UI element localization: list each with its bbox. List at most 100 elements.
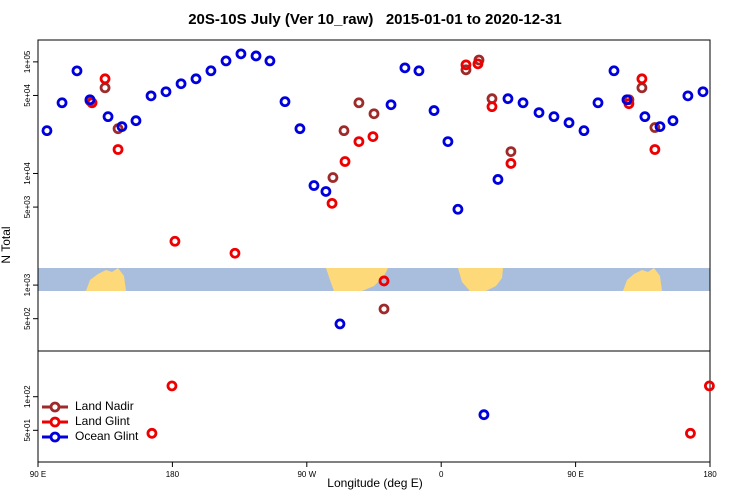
- x-tick-label: 90 E: [30, 470, 46, 479]
- point: [592, 97, 604, 109]
- y-tick-label: 5e+02: [23, 307, 32, 330]
- point: [368, 108, 380, 120]
- point: [399, 62, 411, 74]
- point: [169, 235, 181, 247]
- point: [99, 73, 111, 85]
- legend-label: Land Nadir: [75, 399, 134, 413]
- y-tick-label: 5e+04: [23, 84, 32, 107]
- point: [146, 427, 158, 439]
- point: [102, 111, 114, 123]
- point: [378, 303, 390, 315]
- point: [442, 136, 454, 148]
- legend-label: Ocean Glint: [75, 429, 139, 443]
- point: [478, 409, 490, 421]
- point: [533, 107, 545, 119]
- point: [682, 90, 694, 102]
- point: [56, 97, 68, 109]
- point: [160, 86, 172, 98]
- point: [353, 136, 365, 148]
- point: [71, 65, 83, 77]
- point: [578, 125, 590, 137]
- point: [112, 144, 124, 155]
- point: [452, 203, 464, 215]
- point: [460, 59, 472, 71]
- point: [492, 174, 504, 185]
- legend-marker: [49, 401, 61, 413]
- point: [428, 105, 440, 116]
- x-tick-label: 180: [166, 470, 180, 479]
- y-tick-label: 1e+04: [23, 162, 32, 185]
- point: [145, 90, 157, 102]
- x-tick-label: 90 E: [567, 470, 583, 479]
- point: [704, 380, 715, 392]
- point: [685, 427, 696, 439]
- point: [130, 115, 142, 127]
- point: [505, 158, 517, 169]
- y-tick-label: 5e+01: [23, 419, 32, 442]
- point: [472, 58, 484, 70]
- point: [654, 121, 666, 133]
- point: [326, 197, 338, 209]
- legend-marker: [49, 416, 61, 428]
- legend-marker: [49, 431, 61, 443]
- point: [608, 65, 620, 77]
- point: [667, 115, 679, 127]
- point: [378, 275, 390, 287]
- x-tick-label: 180: [703, 470, 717, 479]
- point: [460, 64, 472, 76]
- point: [205, 65, 217, 77]
- point: [320, 186, 332, 197]
- point: [649, 144, 661, 155]
- land: [623, 268, 662, 291]
- point: [327, 172, 339, 183]
- point: [84, 94, 96, 106]
- point: [502, 93, 514, 105]
- chart-title: 20S-10S July (Ver 10_raw) 2015-01-01 to …: [188, 11, 562, 28]
- plot-frame: [37, 39, 711, 463]
- point: [385, 99, 397, 111]
- y-tick-label: 5e+03: [23, 195, 32, 218]
- land: [458, 268, 503, 291]
- point: [41, 125, 53, 137]
- y-tick-label: 1e+02: [23, 385, 32, 408]
- point: [294, 123, 306, 135]
- point: [264, 55, 276, 67]
- x-axis-label: Longitude (deg E): [327, 476, 422, 490]
- y-tick-label: 1e+03: [23, 273, 32, 296]
- legend-label: Land Glint: [75, 414, 130, 428]
- point: [166, 380, 178, 392]
- point: [649, 122, 661, 133]
- map-strip: [38, 268, 710, 291]
- point: [505, 146, 517, 158]
- point: [621, 94, 633, 106]
- point: [413, 65, 425, 77]
- point: [636, 73, 648, 85]
- point: [308, 180, 320, 191]
- point: [116, 121, 128, 133]
- point: [367, 131, 379, 142]
- point: [517, 97, 529, 109]
- point: [548, 111, 560, 123]
- point: [563, 117, 575, 129]
- land: [86, 268, 126, 291]
- point: [279, 96, 291, 108]
- point: [190, 73, 202, 85]
- point: [229, 247, 241, 259]
- point: [250, 50, 262, 62]
- point: [338, 125, 350, 137]
- point: [639, 111, 651, 123]
- point: [486, 101, 498, 113]
- point: [175, 78, 187, 90]
- point: [334, 318, 346, 330]
- land: [326, 268, 388, 291]
- point: [235, 48, 247, 60]
- y-tick-label: 1e+05: [23, 50, 32, 73]
- x-tick-label: 0: [439, 470, 444, 479]
- point: [339, 156, 351, 167]
- y-axis-label: N Total: [0, 226, 13, 263]
- point: [353, 97, 365, 109]
- point: [220, 55, 232, 67]
- x-tick-label: 90 W: [297, 470, 316, 479]
